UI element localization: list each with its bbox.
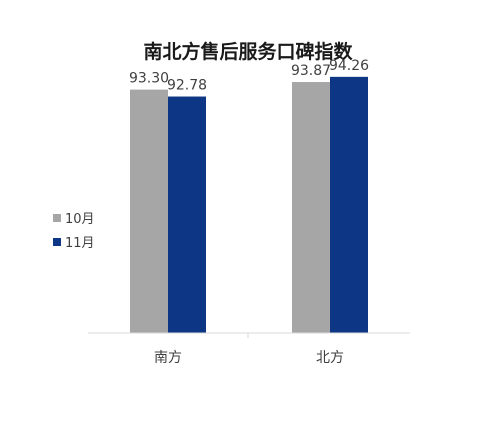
- bar-南方-11月: [168, 96, 206, 333]
- x-tick-label-北方: 北方: [316, 350, 344, 366]
- legend-swatch-11月: [53, 238, 61, 246]
- bar-北方-10月: [292, 82, 330, 334]
- legend-label-11月: 11月: [65, 236, 95, 251]
- chart-title: 南北方售后服务口碑指数: [143, 40, 353, 63]
- data-label-北方-10月: 93.87: [291, 63, 331, 79]
- bar-北方-11月: [330, 76, 368, 333]
- bars: [130, 76, 368, 334]
- x-tick-label-南方: 南方: [154, 350, 182, 366]
- legend: 10月 11月: [53, 212, 95, 251]
- legend-label-10月: 10月: [65, 212, 95, 227]
- data-label-南方-10月: 93.30: [129, 71, 169, 87]
- legend-swatch-10月: [53, 214, 61, 222]
- data-label-南方-11月: 92.78: [167, 78, 207, 94]
- bar-南方-10月: [130, 89, 168, 333]
- data-label-北方-11月: 94.26: [329, 58, 369, 74]
- x-tick-labels: 南方 北方: [154, 350, 344, 366]
